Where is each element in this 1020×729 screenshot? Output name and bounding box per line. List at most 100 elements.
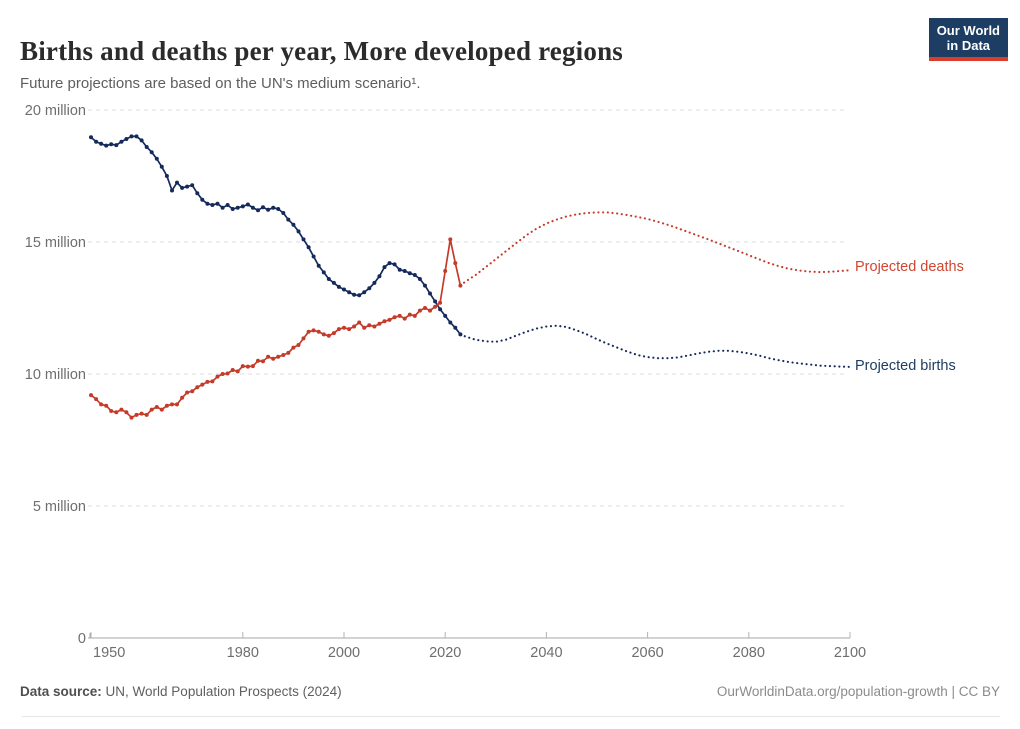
x-axis-tick-label: 2060 xyxy=(631,645,663,661)
owid-url-link[interactable]: OurWorldinData.org/population-growth | C… xyxy=(716,684,1000,699)
data-point-deaths_historical xyxy=(175,402,179,407)
data-point-deaths_historical xyxy=(453,261,458,266)
y-axis-tick-label: 0 xyxy=(78,631,86,647)
data-point-deaths_historical xyxy=(104,403,109,408)
data-point-deaths_historical xyxy=(205,379,210,384)
data-point-births_historical xyxy=(89,135,93,140)
data-point-births_historical xyxy=(377,274,382,279)
data-point-deaths_historical xyxy=(266,354,271,359)
data-point-deaths_historical xyxy=(225,371,230,376)
data-point-births_historical xyxy=(357,293,362,298)
data-point-births_historical xyxy=(342,287,346,292)
data-point-deaths_historical xyxy=(220,372,225,376)
data-point-births_historical xyxy=(190,183,195,188)
data-point-births_historical xyxy=(250,205,255,210)
data-point-births_historical xyxy=(316,263,321,268)
data-point-deaths_historical xyxy=(357,320,362,325)
data-point-deaths_historical xyxy=(407,312,412,317)
data-point-births_historical xyxy=(124,137,129,141)
data-point-deaths_historical xyxy=(326,333,331,338)
x-axis-tick-label: 1980 xyxy=(227,645,259,661)
data-point-deaths_historical xyxy=(316,329,321,334)
data-point-deaths_historical xyxy=(180,395,185,400)
y-axis-tick-label: 15 million xyxy=(25,235,86,251)
data-point-deaths_historical xyxy=(271,356,276,361)
data-point-births_historical xyxy=(306,245,311,250)
data-point-deaths_historical xyxy=(240,364,245,369)
x-axis-tick-label: 2020 xyxy=(429,645,461,661)
data-point-births_historical xyxy=(109,142,114,147)
data-point-births_historical xyxy=(119,139,124,144)
data-point-births_historical xyxy=(170,188,174,193)
data-point-births_historical xyxy=(185,184,190,189)
footer-divider xyxy=(22,716,1000,717)
data-point-deaths_historical xyxy=(99,402,104,407)
data-point-births_historical xyxy=(200,197,205,202)
series-line-deaths_historical xyxy=(90,239,462,419)
data-point-births_historical xyxy=(417,277,422,281)
data-point-births_historical xyxy=(347,290,352,295)
data-point-deaths_historical xyxy=(331,331,336,336)
data-point-deaths_historical xyxy=(159,407,164,412)
data-point-deaths_historical xyxy=(276,354,281,359)
data-point-deaths_historical xyxy=(448,237,453,242)
page-title: Births and deaths per year, More develop… xyxy=(20,36,624,67)
data-point-deaths_historical xyxy=(382,319,387,324)
data-point-deaths_historical xyxy=(281,353,286,357)
data-point-births_historical xyxy=(372,280,377,285)
data-point-births_historical xyxy=(397,267,402,272)
data-point-births_historical xyxy=(448,320,453,325)
data-point-births_historical xyxy=(99,141,104,146)
data-point-births_historical xyxy=(230,207,235,211)
data-point-births_historical xyxy=(453,325,458,330)
data-point-births_historical xyxy=(205,201,210,206)
data-point-deaths_historical xyxy=(402,316,407,321)
data-point-deaths_historical xyxy=(387,317,392,322)
data-point-deaths_historical xyxy=(301,336,306,341)
data-point-births_historical xyxy=(362,290,367,295)
data-point-deaths_historical xyxy=(94,397,99,402)
data-point-deaths_historical xyxy=(139,411,144,416)
data-point-births_historical xyxy=(382,265,387,270)
data-point-deaths_historical xyxy=(347,327,352,332)
data-point-deaths_historical xyxy=(256,358,260,363)
data-point-deaths_historical xyxy=(296,343,301,347)
data-point-births_historical xyxy=(215,201,220,206)
data-point-deaths_historical xyxy=(149,407,154,412)
projected-births-label: Projected births xyxy=(855,358,956,374)
data-point-births_historical xyxy=(240,204,245,209)
data-point-deaths_historical xyxy=(367,323,372,328)
data-point-deaths_historical xyxy=(377,321,382,326)
data-point-births_historical xyxy=(159,164,164,169)
data-point-deaths_historical xyxy=(119,407,124,412)
y-axis-tick-label: 5 million xyxy=(33,499,86,515)
data-point-births_historical xyxy=(225,203,230,207)
data-point-deaths_historical xyxy=(245,364,250,369)
data-point-deaths_historical xyxy=(261,359,265,364)
data-point-deaths_historical xyxy=(412,313,417,318)
data-point-births_historical xyxy=(296,229,301,234)
data-point-births_historical xyxy=(311,254,316,259)
owid-logo: Our World in Data xyxy=(928,18,1008,61)
x-axis-tick-label: 2040 xyxy=(530,645,562,661)
data-point-deaths_historical xyxy=(291,345,296,350)
data-point-births_historical xyxy=(210,203,215,207)
data-point-deaths_historical xyxy=(311,328,316,333)
data-point-deaths_historical xyxy=(417,308,422,313)
data-point-births_historical xyxy=(256,208,260,213)
data-point-births_historical xyxy=(139,138,144,143)
data-point-births_historical xyxy=(149,150,154,155)
series-line-births_historical xyxy=(90,135,462,335)
data-point-births_historical xyxy=(336,284,341,289)
data-point-deaths_historical xyxy=(352,324,357,329)
data-point-births_historical xyxy=(220,205,225,210)
data-point-births_historical xyxy=(392,262,397,267)
data-point-births_historical xyxy=(245,202,250,207)
data-point-deaths_historical xyxy=(235,369,240,374)
data-point-births_historical xyxy=(281,211,286,215)
data-point-births_historical xyxy=(423,283,427,288)
owid-logo-line2: in Data xyxy=(946,38,991,53)
data-point-deaths_historical xyxy=(164,403,169,408)
data-point-deaths_historical xyxy=(428,308,432,313)
